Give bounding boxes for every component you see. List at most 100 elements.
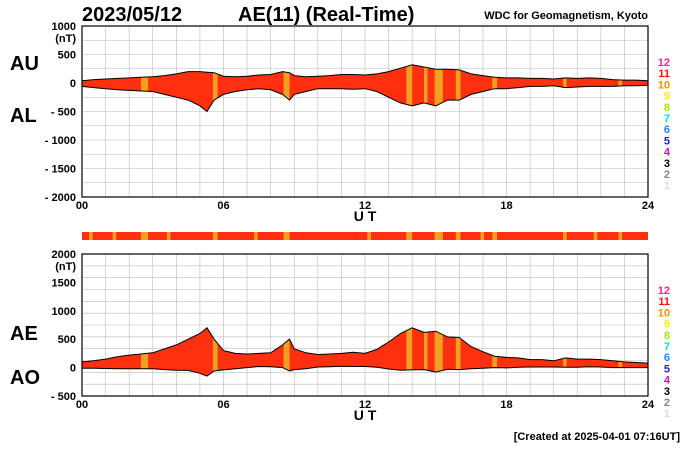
station-band [82, 232, 648, 240]
low-station-segment [492, 355, 498, 368]
creation-timestamp: [Created at 2025-04-01 07:16UT] [513, 431, 680, 443]
station-count-label: 7 [664, 113, 670, 125]
station-count-label: 11 [658, 296, 670, 308]
y-tick-label: - 1000 [45, 135, 76, 147]
station-count-label: 6 [664, 352, 670, 364]
low-station-segment [434, 331, 443, 372]
station-count-label: 1 [664, 408, 670, 420]
x-tick-label: 12 [359, 399, 371, 411]
panel-1-frame [81, 25, 649, 198]
station-band-segment [593, 232, 598, 240]
low-station-segment [563, 77, 567, 88]
station-count-label: 2 [664, 397, 670, 409]
low-station-segment [406, 327, 413, 370]
low-station-segment [618, 79, 623, 87]
x-tick-label: 00 [76, 399, 88, 411]
station-band-segment [283, 232, 290, 240]
low-station-segment [424, 332, 428, 371]
low-station-segment [434, 69, 443, 106]
x-tick-label: 24 [642, 399, 655, 411]
x-axis-label: U T [354, 407, 377, 423]
x-tick-label: 12 [359, 200, 371, 212]
station-band-segment [434, 232, 443, 240]
y-tick-label: 2000 [52, 249, 76, 261]
side-label-au: AU [10, 53, 39, 75]
station-count-label: 8 [664, 102, 670, 114]
station-band-segment [480, 232, 485, 240]
side-label-al: AL [10, 105, 37, 127]
x-axis-label: U T [354, 208, 377, 224]
station-count-label: 6 [664, 124, 670, 136]
station-band-segment [140, 232, 149, 240]
low-station-segment [492, 77, 498, 90]
station-count-label: 9 [664, 91, 670, 103]
station-count-label: 10 [658, 79, 670, 91]
station-band-segment [112, 232, 117, 240]
x-tick-label: 06 [217, 399, 229, 411]
station-band-segment [618, 232, 623, 240]
station-count-label: 7 [664, 341, 670, 353]
station-count-label: 9 [664, 319, 670, 331]
station-count-label: 3 [664, 158, 670, 170]
side-label-ae: AE [10, 323, 38, 345]
station-band-segment [89, 232, 93, 240]
low-station-segment [141, 353, 148, 369]
low-station-segment [283, 339, 290, 371]
y-tick-label: 500 [58, 334, 76, 346]
low-station-segment [406, 64, 413, 106]
y-tick-label: - 500 [51, 391, 76, 403]
panel-1-grid [81, 25, 649, 198]
side-label-ao: AO [10, 367, 40, 389]
series-line-al [81, 84, 649, 113]
y-tick-label: - 2000 [45, 192, 76, 204]
x-tick-label: 00 [76, 200, 88, 212]
area-ae-ao [82, 327, 648, 377]
series-line-au [81, 64, 649, 82]
y-tick-label: 0 [70, 363, 76, 375]
station-band-segment [492, 232, 498, 240]
station-band-segment [406, 232, 413, 240]
station-count-label: 2 [664, 169, 670, 181]
station-count-label: 10 [658, 307, 670, 319]
y-tick-label: 0 [70, 78, 76, 90]
x-tick-label: 18 [500, 399, 512, 411]
y-unit-label: (nT) [55, 33, 76, 45]
station-count-label: 8 [664, 330, 670, 342]
station-band-segment [212, 232, 218, 240]
x-tick-label: 24 [642, 200, 655, 212]
source-label: WDC for Geomagnetism, Kyoto [484, 10, 648, 22]
station-count-label: 1 [664, 180, 670, 192]
station-count-label: 11 [658, 68, 670, 80]
low-station-segment [141, 77, 148, 92]
panel-2-grid [81, 253, 649, 397]
y-unit-label: (nT) [55, 261, 76, 273]
low-station-segment [212, 72, 218, 102]
station-band-segment [367, 232, 371, 240]
y-tick-label: 1000 [52, 306, 76, 318]
station-band-segment [455, 232, 461, 240]
date-title: 2023/05/12 [82, 4, 183, 26]
station-band-segment [254, 232, 258, 240]
station-count-label: 5 [664, 135, 670, 147]
low-station-segment [563, 358, 567, 368]
station-count-label: 5 [664, 363, 670, 375]
station-band-segment [563, 232, 567, 240]
station-count-label: 3 [664, 386, 670, 398]
station-count-label: 12 [658, 285, 670, 297]
y-tick-label: 1000 [52, 21, 76, 33]
low-station-segment [618, 361, 623, 368]
low-station-segment [455, 337, 461, 370]
station-count-label: 12 [658, 57, 670, 69]
panel-2-frame [81, 253, 649, 397]
low-station-segment [424, 67, 428, 104]
series-line-ao [82, 365, 648, 377]
low-station-segment [455, 69, 461, 101]
chart-title: AE(11) (Real-Time) [238, 4, 415, 26]
y-tick-label: - 1500 [45, 164, 76, 176]
low-station-segment [212, 337, 218, 372]
y-tick-label: 500 [58, 50, 76, 62]
x-tick-label: 18 [500, 200, 512, 212]
y-tick-label: - 500 [51, 107, 76, 119]
station-band-segment [166, 232, 171, 240]
